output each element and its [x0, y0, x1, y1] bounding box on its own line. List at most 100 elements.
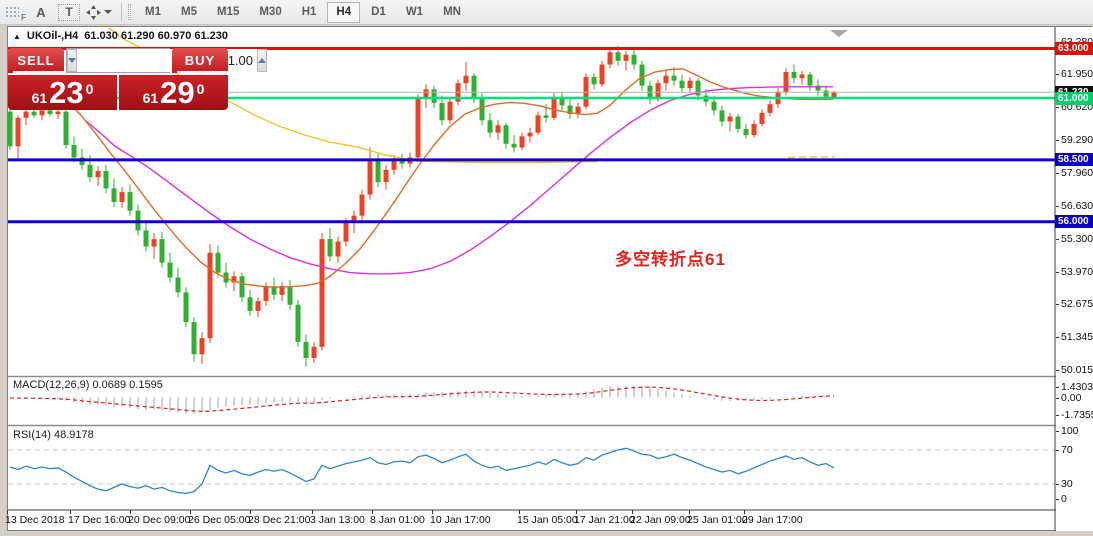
time-tick-mark	[689, 510, 690, 514]
rsi-tick-mark	[1056, 431, 1059, 432]
price-badge: 63.000	[1055, 41, 1093, 55]
rsi-tick-label: 0	[1061, 493, 1067, 505]
time-tick-mark	[519, 510, 520, 514]
timeframe-button-h4[interactable]: H4	[327, 1, 361, 23]
time-tick-mark	[250, 510, 251, 514]
macd-indicator-label: MACD(12,26,9) 0.0689 0.1595	[13, 379, 163, 391]
time-tick-mark	[312, 510, 313, 514]
symbol-marker-icon: ▲	[13, 31, 21, 41]
timeframe-button-d1[interactable]: D1	[371, 6, 386, 18]
price-badge: 61.000	[1055, 91, 1093, 105]
price-tick-label: 51.345	[1061, 331, 1093, 344]
sell-price[interactable]: 61 23 0	[8, 75, 117, 110]
price-tick-mark	[1056, 107, 1059, 109]
macd-tick-mark	[1056, 387, 1059, 388]
time-tick-label: 22 Jan 09:00	[630, 514, 691, 526]
time-tick-mark	[744, 510, 745, 514]
buy-price[interactable]: 61 29 0	[119, 75, 228, 110]
time-tick-label: 20 Dec 09:00	[128, 514, 191, 526]
price-tick-mark	[1056, 74, 1059, 76]
timeframe-button-w1[interactable]: W1	[405, 6, 424, 18]
time-tick-label: 15 Jan 05:00	[517, 514, 578, 526]
price-tick-label: 57.960	[1061, 167, 1093, 180]
time-tick-mark	[130, 510, 131, 514]
chevron-down-icon	[104, 10, 112, 14]
timeframe-group: M1 M5 M15 M30 H1 H4 D1 W1 MN	[135, 1, 471, 23]
price-badge: 58.500	[1055, 153, 1093, 167]
time-tick-mark	[190, 510, 191, 514]
price-tick-label: 50.015	[1061, 363, 1093, 376]
text-label-tool-button[interactable]: A	[36, 4, 46, 20]
one-click-trading-panel: SELL BUY 61 23 0 61 29 0	[8, 48, 267, 110]
price-tick-label: 55.300	[1061, 233, 1093, 246]
time-tick-mark	[70, 510, 71, 514]
shapes-tool-button[interactable]	[86, 2, 112, 22]
time-tick-mark	[576, 510, 577, 514]
sell-button[interactable]: SELL	[8, 48, 65, 73]
arrow-down-icon	[68, 58, 76, 63]
textbox-tool-button[interactable]: T	[58, 3, 80, 21]
timeframe-button-mn[interactable]: MN	[443, 6, 461, 18]
buy-price-big: 29	[160, 74, 195, 110]
timeframe-button-m30[interactable]: M30	[259, 6, 282, 18]
price-tick-mark	[1056, 173, 1059, 175]
time-axis: 13 Dec 2018 17 Dec 16:00 20 Dec 09:00 26 De…	[0, 510, 1093, 531]
chart-title: ▲ UKOil-,H4 61.030 61.290 60.970 61.230	[13, 30, 228, 42]
timeframe-grip-icon[interactable]	[128, 4, 131, 20]
toolbar-separator	[121, 3, 122, 21]
time-tick-label: 28 Dec 21:00	[248, 514, 311, 526]
time-tick-mark	[632, 510, 633, 514]
rsi-tick-mark	[1056, 484, 1059, 485]
volume-increase-button[interactable]	[257, 49, 267, 72]
chart-text-annotation: 多空转折点61	[615, 250, 726, 269]
price-tick-mark	[1056, 337, 1059, 339]
arrow-up-icon	[258, 58, 266, 63]
timeframe-button-m5[interactable]: M5	[180, 6, 197, 18]
price-axis: 63.28061.95060.62059.29057.96056.63055.3…	[1055, 27, 1093, 531]
price-badge: 56.000	[1055, 215, 1093, 229]
time-tick-label: 3 Jan 13:00	[310, 514, 365, 526]
time-tick-mark	[7, 510, 8, 514]
timeframe-button-h1[interactable]: H1	[301, 6, 317, 18]
rsi-tick-mark	[1056, 450, 1059, 451]
price-tick-mark	[1056, 206, 1059, 208]
rsi-tick-label: 30	[1061, 478, 1073, 490]
volume-stepper	[66, 48, 267, 73]
time-tick-label: 10 Jan 17:00	[430, 514, 491, 526]
rsi-indicator-label: RSI(14) 48.9178	[13, 429, 94, 441]
time-tick-label: 29 Jan 17:00	[742, 514, 803, 526]
time-tick-mark	[372, 510, 373, 514]
macd-tick-mark	[1056, 397, 1059, 399]
macd-tick-label: 0.00	[1061, 391, 1082, 404]
price-tick-mark	[1056, 272, 1059, 274]
price-tick-label: 52.675	[1061, 298, 1093, 311]
time-tick-mark	[432, 510, 433, 514]
time-tick-label: 26 Dec 05:00	[188, 514, 251, 526]
sell-price-small: 61	[31, 89, 48, 106]
time-tick-label: 17 Jan 21:00	[574, 514, 635, 526]
macd-tick-label: -1.7355	[1061, 409, 1093, 421]
price-tick-mark	[1056, 140, 1059, 142]
price-tick-mark	[1056, 304, 1059, 306]
timeframe-button-m15[interactable]: M15	[216, 6, 240, 18]
volume-decrease-button[interactable]	[67, 49, 77, 72]
macd-tick-mark	[1056, 415, 1059, 416]
symbol-name: UKOil-,H4	[26, 30, 79, 42]
macd-tick-label: 1.4303	[1061, 381, 1093, 393]
price-tick-mark	[1056, 239, 1059, 241]
toolbar-grip-label: F	[21, 13, 26, 22]
price-tick-label: 56.630	[1061, 200, 1093, 213]
toolbar: F A T M1 M5 M15 M30 H1 H4 D1 W1 MN	[0, 0, 1093, 25]
sell-price-sup: 0	[85, 80, 94, 97]
ohlc-values: 61.030 61.290 60.970 61.230	[84, 30, 229, 42]
rsi-tick-mark	[1056, 499, 1059, 500]
buy-price-sup: 0	[196, 80, 205, 97]
buy-button[interactable]: BUY	[172, 48, 229, 73]
toolbar-grip-icon[interactable]: F	[5, 6, 26, 22]
volume-input[interactable]	[77, 49, 257, 72]
shapes-icon	[86, 4, 101, 20]
price-tick-label: 59.290	[1061, 134, 1093, 147]
buy-price-small: 61	[142, 89, 159, 106]
timeframe-button-m1[interactable]: M1	[145, 6, 161, 18]
